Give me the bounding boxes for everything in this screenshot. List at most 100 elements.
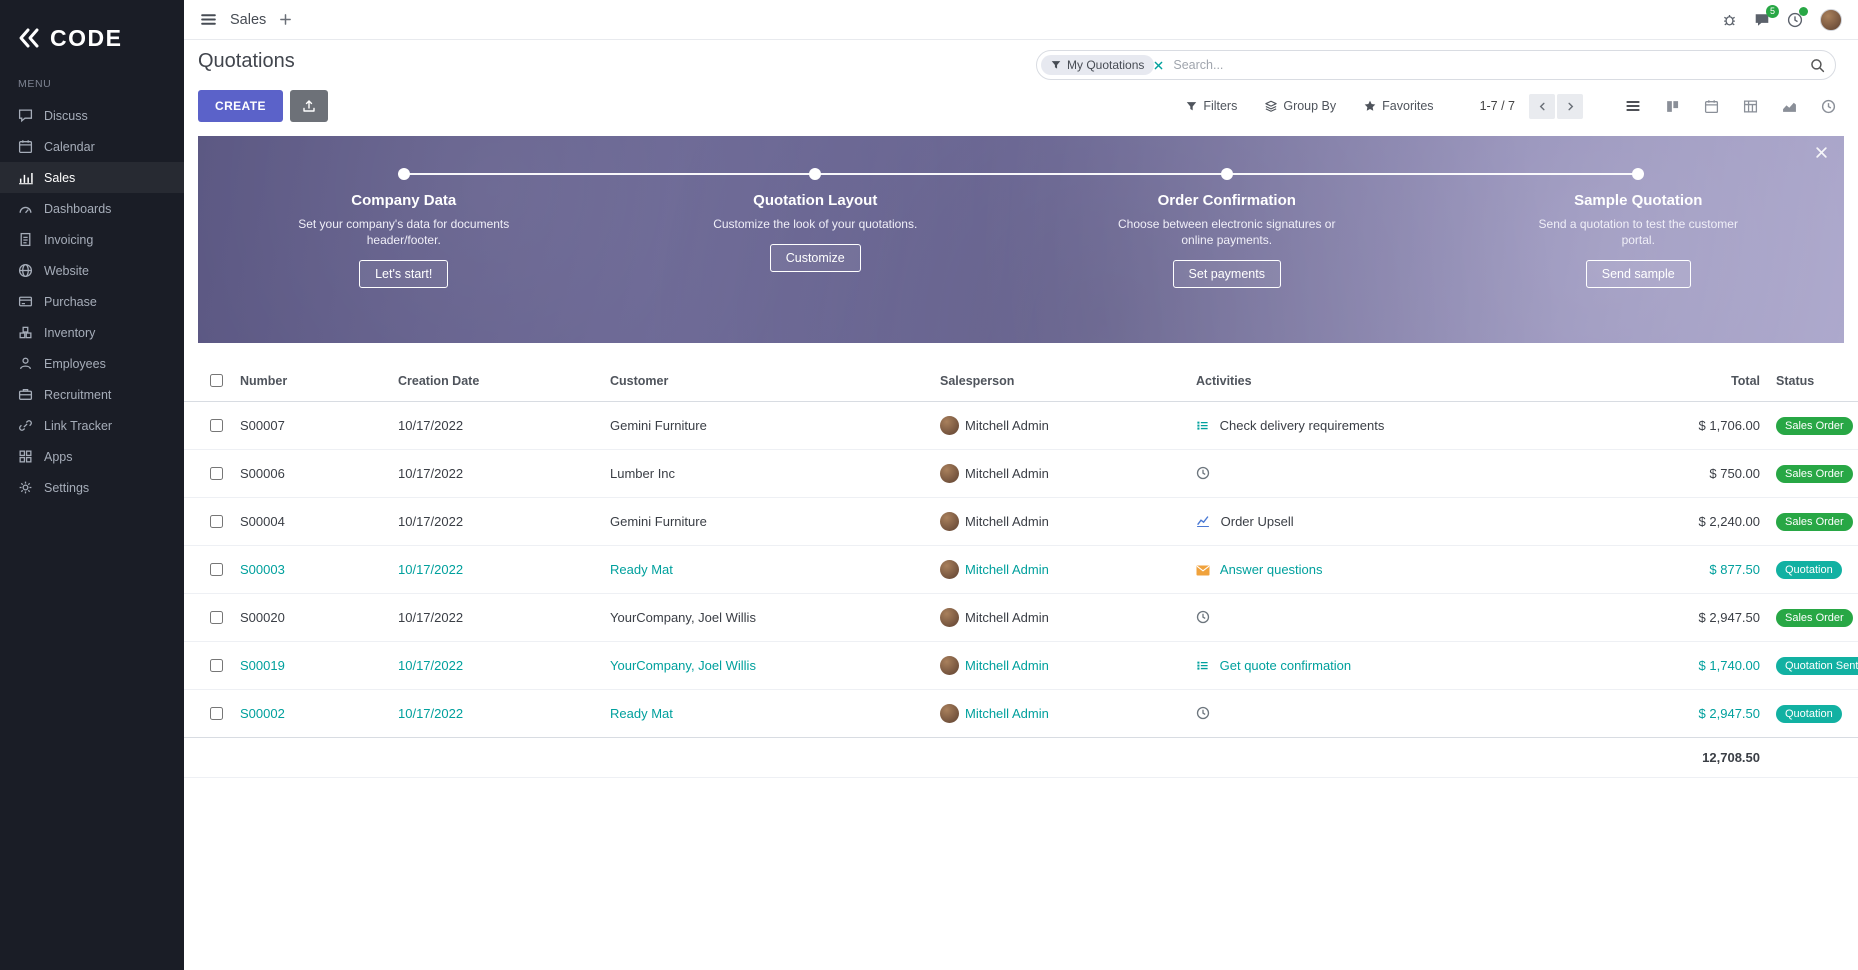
quotations-table: Number Creation Date Customer Salesperso… [184,361,1858,778]
search-actions: Filters Group By Favorites [1186,99,1434,113]
customize-button[interactable]: Customize [769,244,861,273]
column-header-number[interactable]: Number [232,361,390,402]
view-kanban-button[interactable] [1665,99,1680,114]
cell-activities[interactable] [1188,449,1618,498]
table-row[interactable]: S00007 10/17/2022 Gemini Furniture Mitch… [184,401,1858,450]
topbar-app-name[interactable]: Sales [230,11,267,28]
sidebar-item-inventory[interactable]: Inventory [0,317,184,348]
column-header-status[interactable]: Status [1768,361,1858,402]
sidebar-item-apps[interactable]: Apps [0,441,184,472]
main-area: Sales 5 Quotations My [184,0,1858,970]
select-all-checkbox[interactable] [210,374,223,387]
column-header-salesperson[interactable]: Salesperson [932,361,1188,402]
salesperson-name: Mitchell Admin [965,658,1049,673]
status-badge: Sales Order [1776,512,1853,531]
step-dot [809,168,822,180]
cell-activities[interactable]: Order Upsell [1188,497,1618,546]
sidebar-item-dashboards[interactable]: Dashboards [0,193,184,224]
lets-start-button[interactable]: Let's start! [359,260,449,289]
table-row[interactable]: S00003 10/17/2022 Ready Mat Mitchell Adm… [184,545,1858,594]
sidebar-item-link-tracker[interactable]: Link Tracker [0,410,184,441]
row-checkbox[interactable] [210,467,223,480]
add-tab-icon[interactable] [279,13,292,26]
chip-remove-icon[interactable] [1154,61,1163,70]
view-list-button[interactable] [1625,98,1641,114]
column-header-activities[interactable]: Activities [1188,361,1618,402]
table-row[interactable]: S00002 10/17/2022 Ready Mat Mitchell Adm… [184,689,1858,738]
sidebar-item-discuss[interactable]: Discuss [0,100,184,131]
search-input[interactable] [1171,57,1810,73]
cell-salesperson: Mitchell Admin [932,497,1188,546]
view-graph-button[interactable] [1782,99,1797,114]
debug-bug-icon[interactable] [1722,12,1737,27]
sidebar-item-settings[interactable]: Settings [0,472,184,503]
sidebar-item-label: Purchase [44,294,97,309]
cell-activities[interactable]: Check delivery requirements [1188,401,1618,450]
search-icon[interactable] [1810,58,1825,73]
column-header-customer[interactable]: Customer [602,361,932,402]
sidebar-item-website[interactable]: Website [0,255,184,286]
table-row[interactable]: S00019 10/17/2022 YourCompany, Joel Will… [184,641,1858,690]
salesperson-avatar [940,608,959,627]
pager-previous-button[interactable] [1529,93,1555,119]
cell-activities[interactable]: Answer questions [1188,545,1618,594]
row-checkbox[interactable] [210,611,223,624]
set-payments-button[interactable]: Set payments [1172,260,1281,289]
table-row[interactable]: S00006 10/17/2022 Lumber Inc Mitchell Ad… [184,449,1858,498]
cell-creation-date: 10/17/2022 [390,449,602,498]
cell-number: S00006 [232,449,390,498]
apps-grid-icon [19,450,32,463]
row-checkbox[interactable] [210,515,223,528]
sidebar-item-recruitment[interactable]: Recruitment [0,379,184,410]
hamburger-menu-icon[interactable] [200,11,217,28]
sidebar-item-invoicing[interactable]: Invoicing [0,224,184,255]
sidebar-item-sales[interactable]: Sales [0,162,184,193]
sidebar: CODE MENU Discuss Calendar Sales Dashboa… [0,0,184,970]
cell-total: $ 2,240.00 [1618,497,1768,546]
sales-chart-icon [19,173,33,185]
table-row[interactable]: S00004 10/17/2022 Gemini Furniture Mitch… [184,497,1858,546]
sidebar-item-calendar[interactable]: Calendar [0,131,184,162]
cell-status: Sales Order [1768,449,1858,498]
view-calendar-button[interactable] [1704,99,1719,114]
filters-button[interactable]: Filters [1186,99,1237,113]
brand-name: CODE [50,24,123,51]
messages-icon[interactable]: 5 [1754,4,1779,28]
cell-creation-date: 10/17/2022 [390,401,602,450]
row-checkbox[interactable] [210,563,223,576]
clock-icon [1196,466,1210,480]
group-by-button[interactable]: Group By [1265,99,1336,113]
cell-activities[interactable] [1188,689,1618,738]
sidebar-item-employees[interactable]: Employees [0,348,184,379]
pager-next-button[interactable] [1557,93,1583,119]
table-row[interactable]: S00020 10/17/2022 YourCompany, Joel Will… [184,593,1858,642]
row-checkbox[interactable] [210,659,223,672]
user-avatar[interactable] [1820,8,1842,31]
chevron-right-icon [1567,102,1573,110]
favorites-button[interactable]: Favorites [1364,99,1434,113]
create-button[interactable]: CREATE [198,90,283,122]
search-bar[interactable]: My Quotations [1036,50,1836,80]
cell-activities[interactable]: Get quote confirmation [1188,641,1618,690]
globe-icon [18,263,33,278]
column-header-creation-date[interactable]: Creation Date [390,361,602,402]
row-checkbox[interactable] [210,707,223,720]
row-checkbox[interactable] [210,419,223,432]
view-switcher [1625,98,1836,114]
pager-range: 1-7 / 7 [1479,99,1515,113]
view-activity-button[interactable] [1821,99,1836,114]
sidebar-item-purchase[interactable]: Purchase [0,286,184,317]
activities-clock-icon[interactable] [1787,6,1808,28]
cell-customer: Gemini Furniture [602,401,932,450]
banner-close-icon[interactable] [1815,146,1828,159]
sidebar-item-label: Calendar [44,139,95,154]
app-logo[interactable]: CODE [0,0,184,76]
search-filter-chip[interactable]: My Quotations [1041,55,1155,75]
salesperson-name: Mitchell Admin [965,610,1049,625]
column-header-total[interactable]: Total [1618,361,1768,402]
steps-connector-line [403,173,1639,175]
view-pivot-button[interactable] [1743,99,1758,114]
send-sample-button[interactable]: Send sample [1585,260,1691,289]
import-button[interactable] [289,90,328,122]
cell-activities[interactable] [1188,593,1618,642]
